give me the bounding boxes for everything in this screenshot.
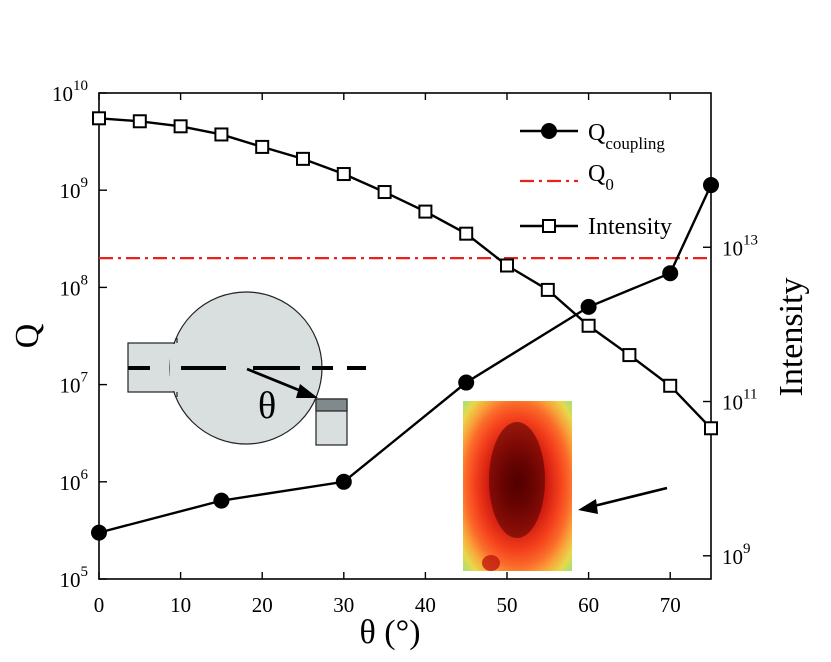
y-left-axis-ticks: 105 106 107 108 109 1010 [52,78,107,592]
intensity-point [704,421,718,436]
theta-arrow-head [296,384,318,398]
intensity-point [540,282,555,297]
field-intensity-map [463,401,668,571]
q-coupling-point [580,298,597,315]
intensity-point [581,318,596,333]
x-tick-label: 0 [94,593,105,617]
detector-window [315,398,348,412]
intensity-point [336,167,351,182]
x-tick-label: 20 [252,593,273,617]
x-tick-label: 40 [415,593,436,617]
y-left-tick-label: 109 [60,175,89,203]
legend-q-coupling-label: Qcoupling [588,120,665,153]
intensity-point [377,185,392,200]
legend: Qcoupling Q0 Intensity [520,120,672,240]
q-coupling-point [91,524,107,541]
x-tick-label: 70 [660,593,681,617]
legend-q0-label: Q0 [588,161,614,194]
x-axis-ticks: 0 10 20 30 40 50 60 70 [94,93,681,617]
intensity-point [418,204,433,219]
x-tick-label: 60 [578,593,599,617]
intensity-point [132,114,147,129]
y-right-tick-label: 1013 [722,232,758,260]
legend-intensity-label: Intensity [588,214,672,240]
q-coupling-point [213,492,230,509]
intensity-point [622,348,637,363]
field-hotspot [489,422,545,538]
q-coupling-point [335,473,352,490]
field-map-arrow [593,486,668,508]
y-right-axis-label: Intensity [773,278,810,397]
x-tick-label: 10 [170,593,191,617]
q-coupling-point [458,374,475,391]
y-left-tick-label: 108 [60,272,89,300]
y-left-tick-label: 1010 [52,78,88,106]
intensity-point [500,258,514,273]
legend-intensity-marker [542,219,556,233]
y-right-axis-ticks: 109 1011 1013 [703,232,758,569]
intensity-point [459,226,474,241]
intensity-point [663,378,678,393]
legend-q-coupling-marker [541,123,557,139]
field-map-arrow-head [578,499,598,514]
intensity-point [92,111,106,126]
y-left-tick-label: 105 [60,564,89,592]
intensity-point [255,139,270,154]
y-left-tick-label: 106 [60,467,89,495]
intensity-point [296,151,310,166]
intensity-point [214,127,229,142]
y-left-tick-label: 107 [60,370,89,398]
y-right-tick-label: 1011 [722,387,757,415]
theta-label: θ [258,385,276,427]
x-tick-label: 30 [333,593,354,617]
x-tick-label: 50 [497,593,518,617]
field-bottom-spot [482,555,500,571]
x-axis-label: θ (°) [359,614,420,651]
q-coupling-markers [91,177,719,541]
q-coupling-point [703,177,719,194]
waveguide-neck [170,344,184,391]
intensity-line [98,117,712,430]
q-coupling-point [662,265,679,282]
theta-arrow [246,367,307,395]
y-right-tick-label: 109 [722,541,751,569]
plot-area [98,92,712,580]
y-left-axis-label: Q [9,324,46,349]
intensity-point [173,119,188,134]
resonator-schematic: θ [127,291,366,446]
intensity-markers [92,111,718,436]
